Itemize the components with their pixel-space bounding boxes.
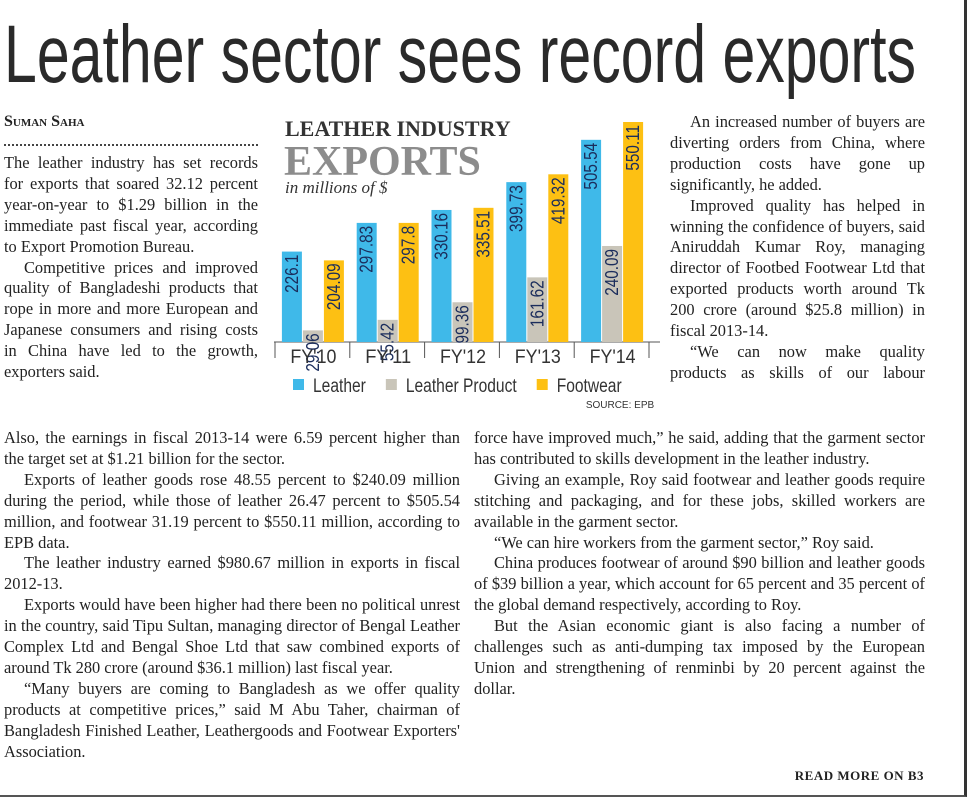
paragraph: “We can hire workers from the garment se… <box>494 532 874 552</box>
column-left-bottom: Also, the earnings in fiscal 2013-14 wer… <box>4 428 460 763</box>
paragraph: “Many buyers are coming to Bangladesh as… <box>4 678 460 761</box>
byline-rule <box>4 144 258 146</box>
paragraph: force have improved much,” he said, addi… <box>474 428 925 468</box>
paragraph: But the Asian economic giant is also fac… <box>474 616 925 698</box>
paragraph: The leather industry has set records for… <box>4 153 258 256</box>
paragraph: China produces footwear of around $90 bi… <box>474 553 925 615</box>
paragraph: The leather industry earned $980.67 mill… <box>4 553 460 594</box>
paragraph: Competitive prices and improved quality … <box>4 257 258 382</box>
column-right-top: An increased number of buyers are divert… <box>670 112 925 384</box>
read-more: READ MORE ON B3 <box>794 768 924 783</box>
headline: Leather sector sees record exports <box>4 9 916 100</box>
paragraph: Exports would have been higher had there… <box>4 595 460 677</box>
byline: Suman Saha <box>4 113 85 130</box>
paragraph: Giving an example, Roy said footwear and… <box>474 469 925 531</box>
paragraph: An increased number of buyers are divert… <box>670 112 925 194</box>
paragraph: Also, the earnings in fiscal 2013-14 wer… <box>4 428 460 468</box>
paragraph: “We can now make quality products as ski… <box>670 341 925 382</box>
column-right-bottom: force have improved much,” he said, addi… <box>474 428 925 700</box>
paragraph: Exports of leather goods rose 48.55 perc… <box>4 469 460 552</box>
paragraph: Improved quality has helped in winning t… <box>670 195 925 341</box>
headline-area: Leather sector sees record exports <box>4 9 916 100</box>
column-left-top: The leather industry has set records for… <box>4 153 258 383</box>
